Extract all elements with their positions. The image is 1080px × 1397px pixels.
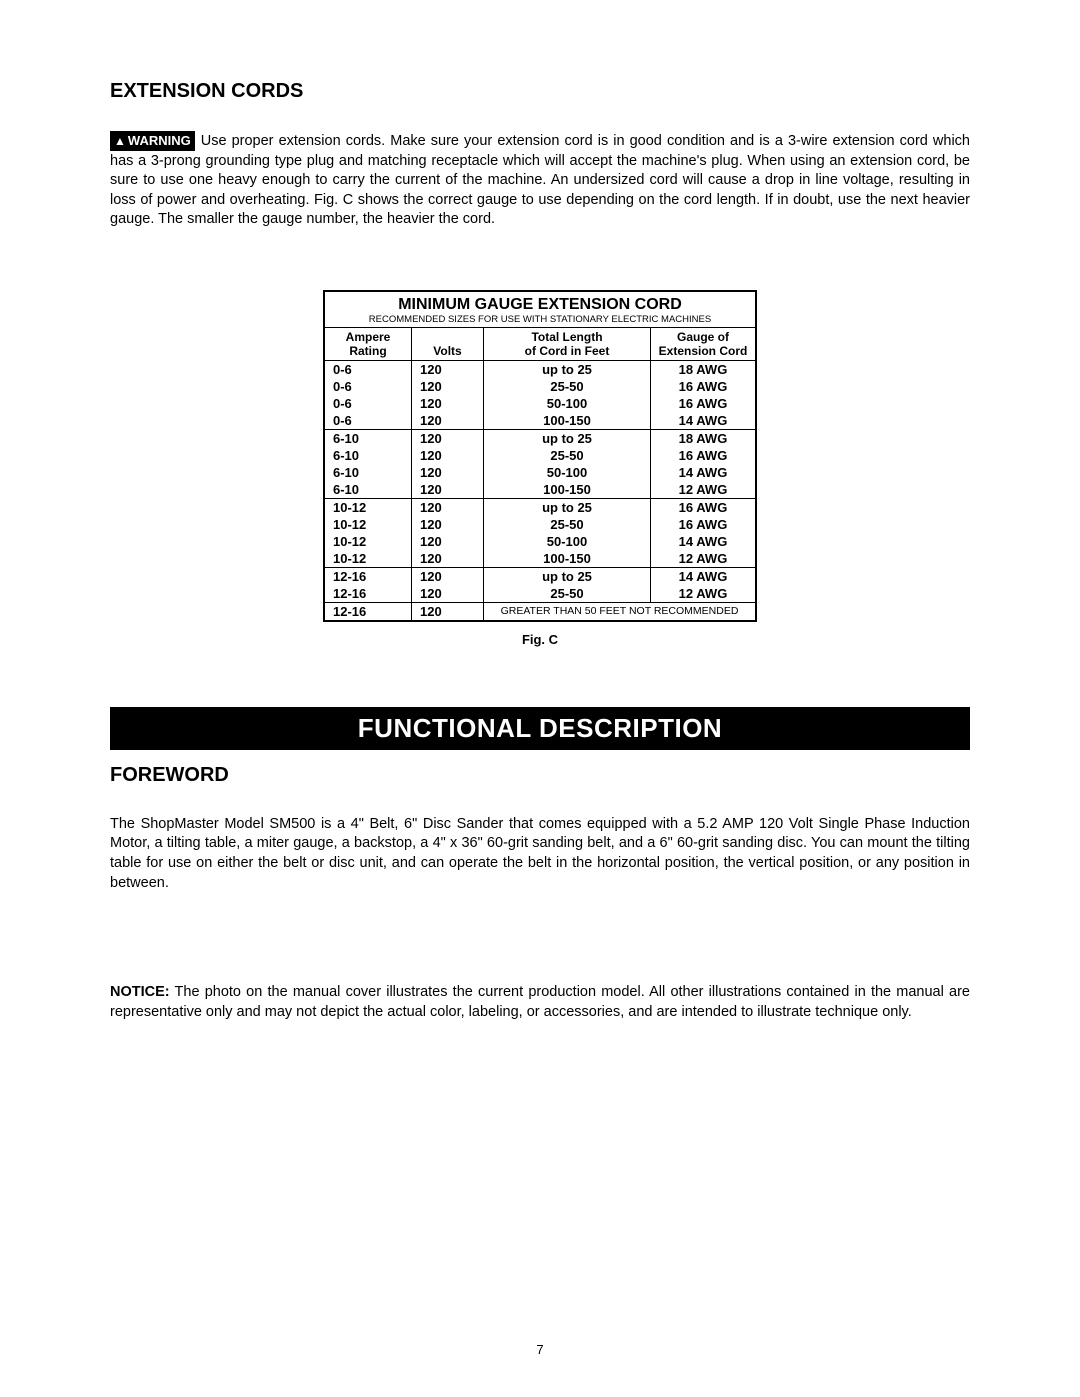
cell-volts: 120 [412, 378, 484, 395]
table-row: 10-1212050-10014 AWG [325, 533, 755, 550]
cell-length: 25-50 [484, 585, 651, 603]
cell-gauge: 14 AWG [651, 567, 756, 585]
cell-volts: 120 [412, 498, 484, 516]
cell-volts: 120 [412, 447, 484, 464]
cell-ampere: 0-6 [325, 378, 412, 395]
cell-length: up to 25 [484, 567, 651, 585]
cell-length: up to 25 [484, 498, 651, 516]
cell-gauge: 16 AWG [651, 447, 756, 464]
cell-gauge: 16 AWG [651, 516, 756, 533]
table-row-note: 12-16120GREATER THAN 50 FEET NOT RECOMME… [325, 602, 755, 620]
table-row: 6-10120100-15012 AWG [325, 481, 755, 499]
table-row: 6-1012050-10014 AWG [325, 464, 755, 481]
cell-volts: 120 [412, 429, 484, 447]
figure-c-label: Fig. C [110, 632, 970, 647]
cell-length: 100-150 [484, 481, 651, 499]
foreword-paragraph: The ShopMaster Model SM500 is a 4" Belt,… [110, 815, 970, 893]
gauge-table-container: MINIMUM GAUGE EXTENSION CORD RECOMMENDED… [323, 290, 757, 622]
table-subtitle: RECOMMENDED SIZES FOR USE WITH STATIONAR… [325, 314, 755, 327]
cell-length: 50-100 [484, 395, 651, 412]
cell-ampere: 10-12 [325, 533, 412, 550]
table-title: MINIMUM GAUGE EXTENSION CORD [325, 292, 755, 314]
cell-length: up to 25 [484, 429, 651, 447]
cell-gauge: 14 AWG [651, 533, 756, 550]
cell-length: 100-150 [484, 412, 651, 430]
heading-foreword: FOREWORD [110, 764, 970, 787]
cell-volts: 120 [412, 567, 484, 585]
th-volts: Volts [412, 327, 484, 360]
table-row: 10-12120100-15012 AWG [325, 550, 755, 568]
cell-ampere: 10-12 [325, 550, 412, 568]
gauge-table: AmpereRating Volts Total Lengthof Cord i… [325, 327, 755, 620]
cell-volts: 120 [412, 481, 484, 499]
table-row: 0-6120100-15014 AWG [325, 412, 755, 430]
th-ampere: AmpereRating [325, 327, 412, 360]
cell-ampere: 0-6 [325, 360, 412, 378]
cell-gauge: 12 AWG [651, 481, 756, 499]
cell-length: 100-150 [484, 550, 651, 568]
cell-gauge: 14 AWG [651, 412, 756, 430]
cell-gauge: 12 AWG [651, 585, 756, 603]
table-body: 0-6120up to 2518 AWG0-612025-5016 AWG0-6… [325, 360, 755, 620]
cell-gauge: 18 AWG [651, 429, 756, 447]
th-length: Total Lengthof Cord in Feet [484, 327, 651, 360]
cell-note: GREATER THAN 50 FEET NOT RECOMMENDED [484, 602, 756, 620]
page-number: 7 [0, 1342, 1080, 1357]
cell-ampere: 6-10 [325, 447, 412, 464]
warning-badge: ▲WARNING [110, 131, 195, 151]
page: EXTENSION CORDS ▲WARNINGUse proper exten… [0, 0, 1080, 1397]
cell-volts: 120 [412, 464, 484, 481]
cell-ampere: 0-6 [325, 412, 412, 430]
table-row: 6-1012025-5016 AWG [325, 447, 755, 464]
cell-gauge: 16 AWG [651, 395, 756, 412]
extension-cords-paragraph: ▲WARNINGUse proper extension cords. Make… [110, 131, 970, 230]
table-header-row: AmpereRating Volts Total Lengthof Cord i… [325, 327, 755, 360]
table-row: 12-1612025-5012 AWG [325, 585, 755, 603]
cell-length: 25-50 [484, 378, 651, 395]
cell-ampere: 10-12 [325, 516, 412, 533]
cell-ampere: 6-10 [325, 481, 412, 499]
cell-length: 50-100 [484, 464, 651, 481]
extension-cords-text: Use proper extension cords. Make sure yo… [110, 133, 970, 227]
warning-label: WARNING [128, 133, 191, 148]
heading-extension-cords: EXTENSION CORDS [110, 80, 970, 103]
cell-volts: 120 [412, 602, 484, 620]
cell-length: 25-50 [484, 516, 651, 533]
cell-ampere: 12-16 [325, 585, 412, 603]
cell-gauge: 16 AWG [651, 498, 756, 516]
cell-gauge: 14 AWG [651, 464, 756, 481]
cell-ampere: 0-6 [325, 395, 412, 412]
notice-label: NOTICE: [110, 984, 170, 1000]
cell-volts: 120 [412, 412, 484, 430]
cell-gauge: 12 AWG [651, 550, 756, 568]
cell-ampere: 12-16 [325, 602, 412, 620]
table-row: 10-12120up to 2516 AWG [325, 498, 755, 516]
cell-volts: 120 [412, 550, 484, 568]
table-row: 6-10120up to 2518 AWG [325, 429, 755, 447]
cell-gauge: 16 AWG [651, 378, 756, 395]
cell-volts: 120 [412, 533, 484, 550]
cell-volts: 120 [412, 516, 484, 533]
cell-ampere: 6-10 [325, 429, 412, 447]
table-row: 0-612025-5016 AWG [325, 378, 755, 395]
cell-length: 50-100 [484, 533, 651, 550]
th-gauge: Gauge ofExtension Cord [651, 327, 756, 360]
table-row: 0-612050-10016 AWG [325, 395, 755, 412]
section-bar-functional-description: FUNCTIONAL DESCRIPTION [110, 707, 970, 750]
table-row: 12-16120up to 2514 AWG [325, 567, 755, 585]
cell-ampere: 6-10 [325, 464, 412, 481]
table-row: 10-1212025-5016 AWG [325, 516, 755, 533]
cell-length: 25-50 [484, 447, 651, 464]
cell-length: up to 25 [484, 360, 651, 378]
table-row: 0-6120up to 2518 AWG [325, 360, 755, 378]
notice-paragraph: NOTICE: The photo on the manual cover il… [110, 983, 970, 1022]
notice-text: The photo on the manual cover illustrate… [110, 984, 970, 1020]
cell-ampere: 10-12 [325, 498, 412, 516]
cell-gauge: 18 AWG [651, 360, 756, 378]
cell-volts: 120 [412, 395, 484, 412]
warning-icon: ▲ [114, 133, 126, 149]
cell-volts: 120 [412, 585, 484, 603]
cell-volts: 120 [412, 360, 484, 378]
cell-ampere: 12-16 [325, 567, 412, 585]
